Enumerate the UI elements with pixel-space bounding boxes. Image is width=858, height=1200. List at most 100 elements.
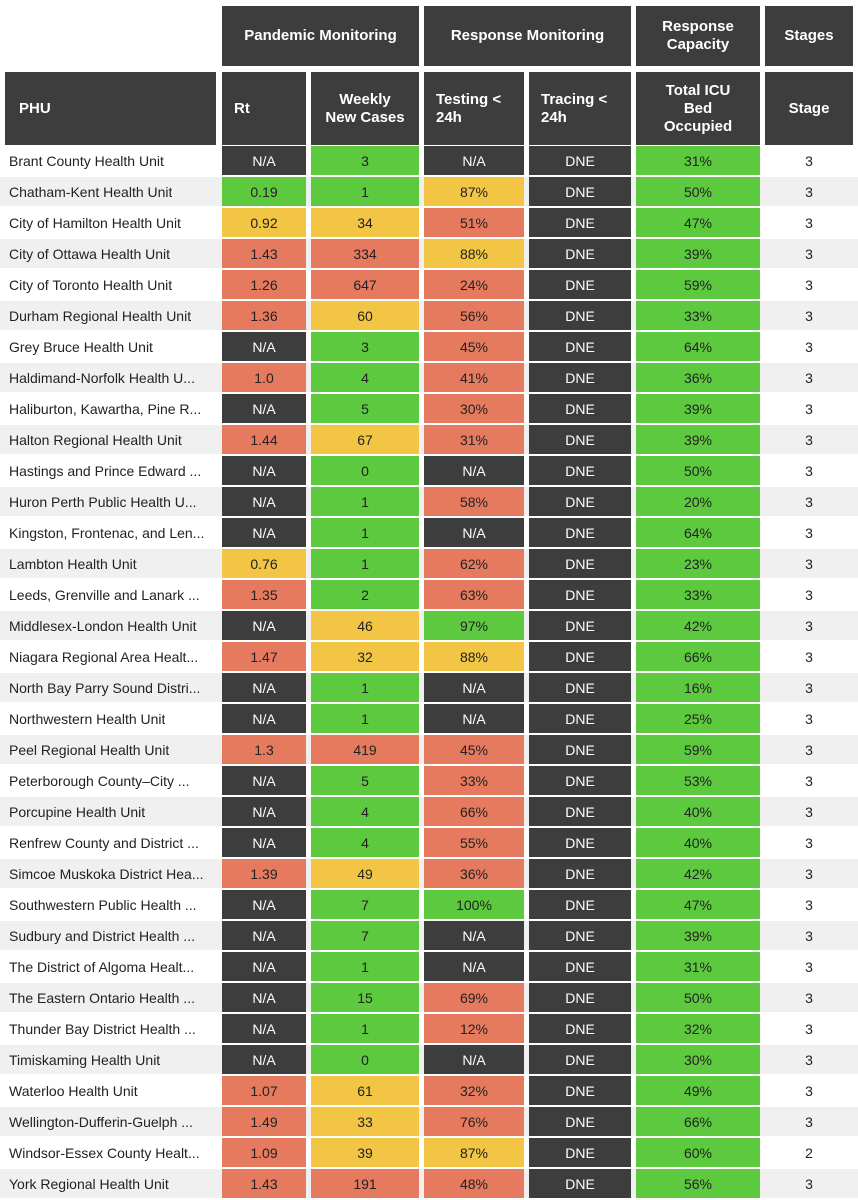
phu-name: Grey Bruce Health Unit — [9, 338, 153, 355]
table-row: Middlesex-London Health Unit N/A 46 97% DNE 4… — [0, 611, 858, 640]
tracing-cell: DNE — [529, 1045, 631, 1074]
weekly-cases-cell: 0 — [311, 1045, 419, 1074]
tracing-cell: DNE — [529, 146, 631, 175]
weekly-cases-cell: 5 — [311, 394, 419, 423]
table-row: City of Hamilton Health Unit 0.92 34 51% DNE… — [0, 208, 858, 237]
stage-cell: 3 — [805, 617, 813, 634]
rt-cell: N/A — [222, 394, 306, 423]
stage-cell: 3 — [805, 648, 813, 665]
phu-name-cell: Renfrew County and District ... — [0, 828, 216, 857]
testing-cell: N/A — [424, 704, 524, 733]
icu-cell: 42% — [636, 611, 760, 640]
icu-cell: 42% — [636, 859, 760, 888]
stage-cell: 3 — [805, 1020, 813, 1037]
stage-cell: 3 — [805, 245, 813, 262]
phu-name: Timiskaming Health Unit — [9, 1051, 161, 1068]
rt-cell: 0.76 — [222, 549, 306, 578]
icu-cell: 50% — [636, 177, 760, 206]
rt-cell: 1.26 — [222, 270, 306, 299]
stage-cell: 3 — [805, 989, 813, 1006]
stage-cell: 3 — [805, 834, 813, 851]
phu-name-cell: Grey Bruce Health Unit — [0, 332, 216, 361]
rt-cell: 1.44 — [222, 425, 306, 454]
stage-cell: 3 — [805, 710, 813, 727]
tracing-cell: DNE — [529, 487, 631, 516]
testing-cell: 88% — [424, 239, 524, 268]
icu-cell: 59% — [636, 735, 760, 764]
table-row: Thunder Bay District Health ... N/A 1 12% DN… — [0, 1014, 858, 1043]
weekly-cases-cell: 0 — [311, 456, 419, 485]
weekly-cases-cell: 32 — [311, 642, 419, 671]
table-row: The Eastern Ontario Health ... N/A 15 69% DN… — [0, 983, 858, 1012]
stage-cell: 3 — [805, 276, 813, 293]
stage-cell: 3 — [805, 214, 813, 231]
testing-cell: N/A — [424, 518, 524, 547]
icu-cell: 56% — [636, 1169, 760, 1198]
table-row: Kingston, Frontenac, and Len... N/A 1 N/A DN… — [0, 518, 858, 547]
phu-name: Lambton Health Unit — [9, 555, 137, 572]
testing-cell: 88% — [424, 642, 524, 671]
phu-name-cell: Chatham-Kent Health Unit — [0, 177, 216, 206]
rt-cell: N/A — [222, 1014, 306, 1043]
weekly-cases-cell: 2 — [311, 580, 419, 609]
icu-cell: 33% — [636, 580, 760, 609]
rt-cell: N/A — [222, 704, 306, 733]
icu-cell: 33% — [636, 301, 760, 330]
phu-name-cell: Haldimand-Norfolk Health U... — [0, 363, 216, 392]
group-header-response-capacity: Response Capacity — [636, 6, 760, 66]
rt-cell: 1.43 — [222, 1169, 306, 1198]
weekly-cases-cell: 1 — [311, 1014, 419, 1043]
stage-cell: 3 — [805, 338, 813, 355]
tracing-cell: DNE — [529, 425, 631, 454]
weekly-cases-cell: 1 — [311, 549, 419, 578]
phu-name: City of Hamilton Health Unit — [9, 214, 181, 231]
tracing-cell: DNE — [529, 859, 631, 888]
weekly-cases-cell: 7 — [311, 921, 419, 950]
icu-cell: 49% — [636, 1076, 760, 1105]
rt-cell: 1.47 — [222, 642, 306, 671]
tracing-cell: DNE — [529, 642, 631, 671]
column-header-weekly-new-cases: Weekly New Cases — [311, 72, 419, 145]
table-row: Northwestern Health Unit N/A 1 N/A DNE 25% 3 — [0, 704, 858, 733]
testing-cell: 66% — [424, 797, 524, 826]
rt-cell: N/A — [222, 146, 306, 175]
stage-cell: 3 — [805, 183, 813, 200]
tracing-cell: DNE — [529, 983, 631, 1012]
rt-cell: 1.39 — [222, 859, 306, 888]
phu-name-cell: Leeds, Grenville and Lanark ... — [0, 580, 216, 609]
stage-cell: 3 — [805, 958, 813, 975]
icu-cell: 39% — [636, 425, 760, 454]
rt-cell: N/A — [222, 828, 306, 857]
phu-name-cell: Timiskaming Health Unit — [0, 1045, 216, 1074]
testing-cell: N/A — [424, 952, 524, 981]
icu-cell: 25% — [636, 704, 760, 733]
tracing-cell: DNE — [529, 1138, 631, 1167]
icu-cell: 50% — [636, 983, 760, 1012]
tracing-cell: DNE — [529, 673, 631, 702]
table-row: Renfrew County and District ... N/A 4 55% DN… — [0, 828, 858, 857]
phu-name: York Regional Health Unit — [9, 1175, 169, 1192]
stage-cell: 3 — [805, 865, 813, 882]
phu-name-cell: City of Ottawa Health Unit — [0, 239, 216, 268]
testing-cell: 51% — [424, 208, 524, 237]
column-header-rt: Rt — [222, 72, 306, 145]
tracing-cell: DNE — [529, 394, 631, 423]
phu-name: Middlesex-London Health Unit — [9, 617, 197, 634]
testing-cell: 56% — [424, 301, 524, 330]
testing-cell: 45% — [424, 332, 524, 361]
rt-cell: N/A — [222, 611, 306, 640]
phu-name-cell: Halton Regional Health Unit — [0, 425, 216, 454]
phu-name: City of Toronto Health Unit — [9, 276, 173, 293]
phu-name-cell: Northwestern Health Unit — [0, 704, 216, 733]
phu-name: Kingston, Frontenac, and Len... — [9, 524, 205, 541]
rt-cell: N/A — [222, 332, 306, 361]
phu-name: Haldimand-Norfolk Health U... — [9, 369, 195, 386]
table-row: Southwestern Public Health ... N/A 7 100% DN… — [0, 890, 858, 919]
phu-name-cell: Simcoe Muskoka District Hea... — [0, 859, 216, 888]
phu-name: Hastings and Prince Edward ... — [9, 462, 202, 479]
icu-cell: 36% — [636, 363, 760, 392]
testing-cell: 48% — [424, 1169, 524, 1198]
column-header-testing: Testing < 24h — [424, 72, 524, 145]
phu-name: Northwestern Health Unit — [9, 710, 166, 727]
table-row: Sudbury and District Health ... N/A 7 N/A DN… — [0, 921, 858, 950]
